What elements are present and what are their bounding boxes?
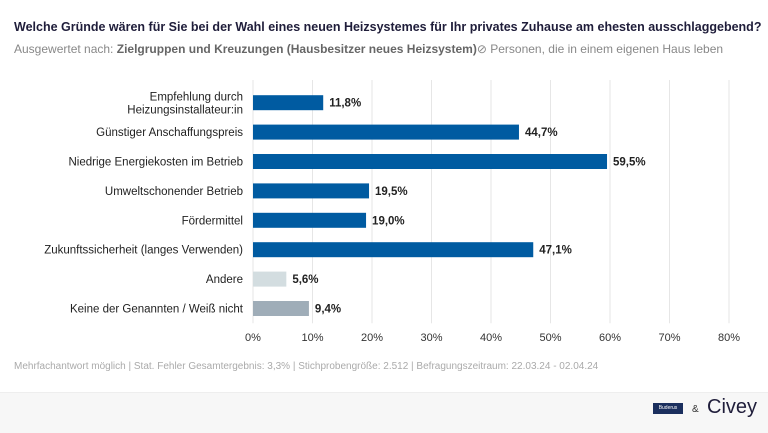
bar[interactable] bbox=[253, 183, 370, 199]
data-label: 44,7% bbox=[525, 127, 558, 139]
category-label: Umweltschonender Betrieb bbox=[105, 186, 243, 198]
data-label: 11,8% bbox=[329, 98, 361, 110]
x-tick-label: 60% bbox=[599, 332, 621, 344]
bar[interactable] bbox=[253, 242, 534, 258]
category-label: Niedrige Energiekosten im Betrieb bbox=[68, 157, 243, 169]
x-tick-label: 40% bbox=[480, 332, 502, 344]
x-tick-label: 70% bbox=[658, 332, 680, 344]
x-tick-label: 30% bbox=[420, 332, 442, 344]
bar[interactable] bbox=[253, 301, 309, 316]
data-label: 47,1% bbox=[539, 245, 572, 257]
x-tick-label: 0% bbox=[245, 332, 261, 344]
evaluation-line: Ausgewertet nach: Zielgruppen und Kreuzu… bbox=[14, 42, 723, 56]
civey-logo: Civey bbox=[707, 396, 758, 418]
data-label: 5,6% bbox=[292, 274, 318, 286]
bar[interactable] bbox=[253, 124, 519, 140]
ampersand: & bbox=[692, 404, 699, 415]
category-label: Keine der Genannten / Weiß nicht bbox=[70, 304, 244, 316]
bar[interactable] bbox=[253, 154, 608, 169]
x-tick-label: 10% bbox=[301, 332, 323, 344]
data-label: 19,0% bbox=[372, 215, 405, 227]
bar[interactable] bbox=[253, 212, 367, 228]
eval-prefix: Ausgewertet nach: bbox=[14, 42, 114, 56]
branding-bar bbox=[0, 392, 768, 433]
category-label: Zukunftssicherheit (langes Verwenden) bbox=[44, 245, 243, 257]
x-tick-label: 80% bbox=[718, 332, 740, 344]
no-entry-icon: ⊘ bbox=[476, 42, 487, 56]
data-label: 59,5% bbox=[613, 157, 646, 169]
category-label: Fördermittel bbox=[182, 215, 243, 227]
eval-group[interactable]: Zielgruppen und Kreuzungen (Hausbesitzer… bbox=[116, 42, 477, 56]
data-label: 9,4% bbox=[315, 304, 341, 316]
bar-chart: 0% 10% 20% 30% 40% 50% 60% 70% 80% Empfehlung dur… bbox=[44, 80, 740, 344]
data-label: 19,5% bbox=[375, 186, 408, 198]
chart-title: Welche Gründe wären für Sie bei der Wahl… bbox=[14, 20, 762, 34]
filter-label: Personen, die in einem eigenen Haus lebe… bbox=[490, 42, 724, 56]
category-label: Andere bbox=[206, 274, 243, 286]
category-label: Empfehlung durch Heizungsinstallateur:in bbox=[127, 92, 243, 117]
category-label: Günstiger Anschaffungspreis bbox=[96, 127, 243, 139]
bar[interactable] bbox=[253, 271, 287, 287]
x-tick-label: 50% bbox=[539, 332, 561, 344]
buderus-logo: Buderus bbox=[653, 403, 683, 414]
footer-note: Mehrfachantwort möglich | Stat. Fehler G… bbox=[14, 361, 599, 372]
x-tick-label: 20% bbox=[361, 332, 383, 344]
bar[interactable] bbox=[253, 95, 324, 111]
